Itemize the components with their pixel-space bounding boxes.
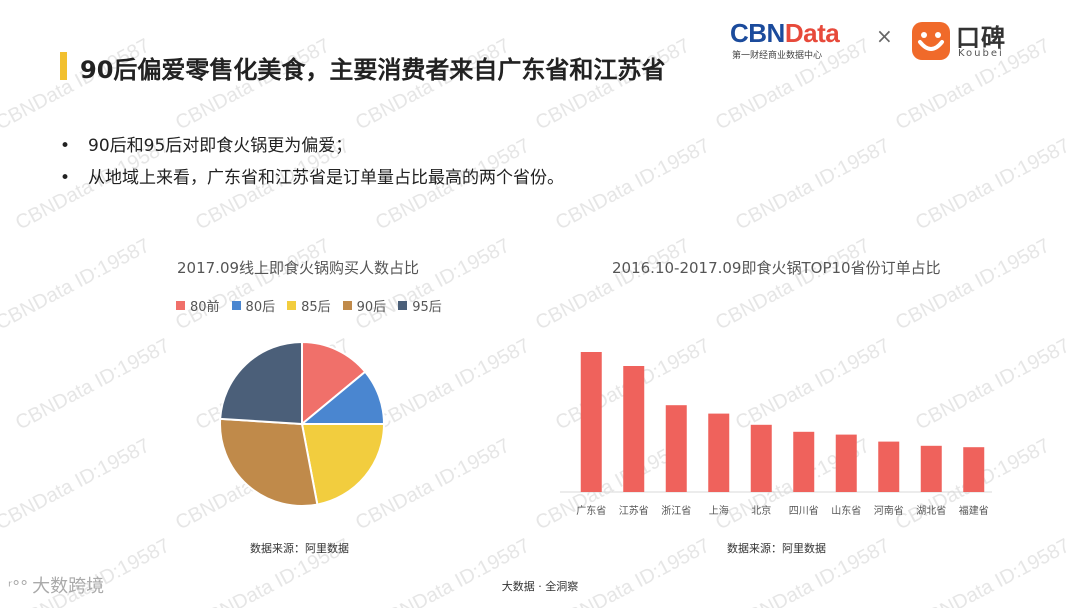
x-tick-label: 江苏省 — [619, 504, 649, 517]
legend-item: 85后 — [287, 296, 331, 315]
legend-label: 80后 — [245, 300, 276, 315]
legend-swatch — [287, 301, 297, 310]
corner-brand-text: 大数跨境 — [32, 576, 105, 597]
x-tick-label: 湖北省 — [916, 504, 946, 517]
koubei-logo: 口碑 Koubei — [956, 18, 1006, 59]
legend-swatch — [342, 301, 352, 310]
bar-山东省 — [835, 434, 857, 492]
legend-item: 95后 — [398, 296, 442, 315]
logos: CBNData 第一财经商业数据中心 × 口碑 Koubei — [730, 18, 1060, 64]
legend-swatch — [398, 301, 408, 310]
bar-湖北省 — [920, 445, 942, 492]
watermark-text: CBNData ID:19587 — [712, 235, 873, 335]
watermark-text: CBNData ID:19587 — [352, 235, 513, 335]
pie-source: 数据来源：阿里数据 — [250, 542, 349, 555]
legend-item: 80后 — [231, 296, 276, 315]
bar-广东省 — [580, 352, 602, 492]
pie-slice-85后 — [300, 423, 386, 506]
title-accent-bar — [60, 52, 67, 80]
x-tick-label: 广东省 — [576, 504, 606, 517]
x-tick-label: 上海 — [709, 504, 729, 517]
watermark-text: CBNData ID:19587 — [732, 135, 893, 235]
bar-source: 数据来源：阿里数据 — [727, 542, 826, 555]
page-title: 90后偏爱零售化美食，主要消费者来自广东省和江苏省 — [80, 56, 666, 84]
watermark-text: CBNData ID:19587 — [12, 335, 173, 435]
pie-chart-title: 2017.09线上即食火锅购买人数占比 — [177, 259, 420, 277]
bullet-marker: • — [60, 168, 71, 188]
cbndata-logo: CBNData 第一财经商业数据中心 — [730, 18, 840, 61]
legend-label: 85后 — [301, 300, 331, 315]
watermark-text: CBNData ID:19587 — [0, 435, 154, 535]
pie-slice-95后 — [219, 340, 303, 426]
bar-浙江省 — [665, 405, 687, 492]
bar-上海 — [708, 413, 730, 492]
legend-item: 80前 — [176, 296, 220, 315]
bar-河南省 — [878, 441, 900, 492]
watermark-text: CBNData ID:19587 — [372, 535, 533, 608]
watermark-text: CBNData ID:19587 — [372, 335, 533, 435]
watermark-text: CBNData ID:19587 — [892, 235, 1053, 335]
legend-label: 90后 — [356, 300, 387, 315]
bullet-text: 从地域上来看，广东省和江苏省是订单量占比最高的两个省份。 — [88, 168, 564, 188]
cbndata-subtitle: 第一财经商业数据中心 — [732, 51, 823, 61]
x-tick-label: 河南省 — [874, 504, 904, 517]
brand-icon: ʳ°° — [8, 577, 29, 596]
watermark-text: CBNData ID:19587 — [172, 235, 333, 335]
koubei-en-text: Koubei — [958, 48, 1004, 59]
x-tick-label: 山东省 — [831, 504, 861, 517]
bar-江苏省 — [623, 366, 645, 492]
watermark-text: CBNData ID:19587 — [912, 535, 1073, 608]
bar-chart: 广东省 江苏省 浙江省 上海 北京 四川省 山东省 河南省 湖北省 福建省 — [560, 352, 992, 517]
footer-tagline: 大数据 · 全洞察 — [501, 580, 579, 593]
bar-chart-title: 2016.10-2017.09即食火锅TOP10省份订单占比 — [612, 259, 941, 277]
legend-item: 90后 — [342, 296, 387, 315]
pie-chart — [219, 340, 386, 507]
watermark-text: CBNData ID:19587 — [552, 535, 713, 608]
watermark-text: CBNData ID:19587 — [912, 135, 1073, 235]
data-logo-text: Data — [784, 18, 840, 48]
pie-legend: 80前 80后 85后 90后 95后 — [176, 296, 442, 315]
legend-label: 80前 — [190, 300, 220, 315]
cbn-logo-text: CBN — [730, 18, 785, 48]
koubei-cn-text: 口碑 — [956, 24, 1006, 52]
pie-slice-90后 — [219, 417, 319, 507]
bar-北京 — [750, 424, 772, 492]
bullet-list: • 90后和95后对即食火锅更为偏爱； • 从地域上来看，广东省和江苏省是订单量占比… — [60, 130, 564, 194]
legend-swatch — [231, 301, 241, 310]
corner-brand: ʳ°° 大数跨境 — [8, 572, 104, 598]
bullet-item: • 90后和95后对即食火锅更为偏爱； — [60, 130, 564, 162]
logo-separator: × — [876, 24, 893, 48]
bullet-item: • 从地域上来看，广东省和江苏省是订单量占比最高的两个省份。 — [60, 162, 564, 194]
bar-四川省 — [793, 431, 815, 492]
legend-swatch — [176, 301, 185, 310]
koubei-smile-icon — [912, 22, 950, 60]
watermark-text: CBNData ID:19587 — [532, 235, 693, 335]
watermark-text: CBNData ID:19587 — [0, 235, 154, 335]
x-tick-label: 福建省 — [959, 504, 989, 517]
x-tick-label: 浙江省 — [661, 504, 691, 517]
x-tick-label: 四川省 — [789, 504, 819, 517]
x-tick-label: 北京 — [751, 504, 771, 517]
pie-slice-80前 — [301, 340, 367, 427]
bullet-marker: • — [60, 136, 71, 156]
bullet-text: 90后和95后对即食火锅更为偏爱； — [88, 136, 353, 156]
bar-福建省 — [963, 447, 985, 492]
legend-label: 95后 — [412, 300, 442, 315]
watermark-text: CBNData ID:19587 — [552, 135, 713, 235]
